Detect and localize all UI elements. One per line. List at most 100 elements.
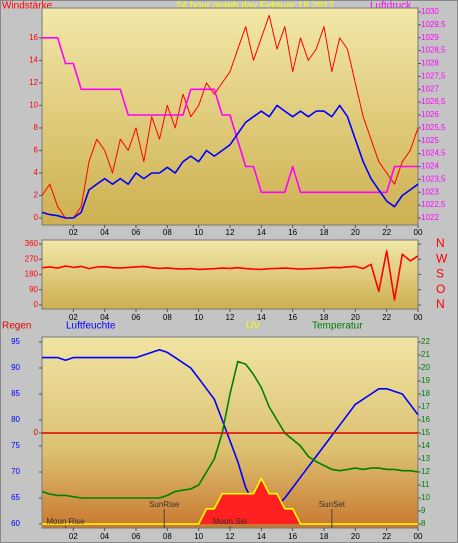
y2-tick-label: 1030: [421, 7, 439, 16]
x-tick-label: 14: [257, 532, 266, 541]
y-tick-label: 0: [34, 213, 39, 222]
y2-tick-label: 12: [421, 467, 430, 476]
y-tick-label: 75: [11, 441, 20, 450]
y-tick-label: 2: [34, 191, 39, 200]
series-line: [41, 104, 419, 219]
y4-tick-label: 0: [34, 428, 39, 437]
x-tick-label: 14: [257, 228, 266, 237]
y2-tick-label: 1027,5: [421, 71, 446, 80]
y-tick-label: 12: [29, 78, 38, 87]
y2-tick-label: 15: [421, 428, 430, 437]
x-tick-label: 06: [132, 228, 141, 237]
y2-tick-label: 1024,5: [421, 149, 446, 158]
y2-tick-label: 21: [421, 350, 430, 359]
y-tick-label: 360: [25, 239, 39, 248]
x-tick-label: 10: [194, 228, 203, 237]
x-tick-label: 08: [163, 228, 172, 237]
series-line: [41, 250, 419, 301]
legend-label: UV: [246, 321, 260, 332]
x-tick-label: 12: [226, 313, 235, 322]
y-tick-label: 6: [34, 146, 39, 155]
plot-area: [41, 239, 419, 310]
y2-tick-label: N: [436, 297, 445, 311]
series-line: [42, 477, 418, 525]
event-label: SunSet: [319, 500, 346, 509]
x-tick-label: 00: [414, 228, 423, 237]
x-tick-label: 08: [163, 532, 172, 541]
y2-tick-label: 8: [421, 519, 426, 528]
y2-tick-label: 1028: [421, 59, 439, 68]
event-label: SunRise: [149, 500, 180, 509]
x-tick-label: 06: [132, 532, 141, 541]
y-tick-label: 95: [11, 337, 20, 346]
y2-tick-label: O: [436, 282, 445, 296]
x-tick-label: 00: [414, 313, 423, 322]
x-tick-label: 04: [100, 313, 109, 322]
x-tick-label: 06: [132, 313, 141, 322]
y2-tick-label: 1024: [421, 162, 439, 171]
x-tick-label: 10: [194, 532, 203, 541]
x-tick-label: 20: [351, 313, 360, 322]
y2-tick-label: S: [436, 267, 444, 281]
y2-tick-label: W: [436, 251, 448, 265]
y2-tick-label: 17: [421, 402, 430, 411]
x-tick-label: 04: [100, 532, 109, 541]
legend-label: Temperatur: [312, 321, 363, 332]
y2-tick-label: 1022: [421, 213, 439, 222]
y2-tick-label: 1029,5: [421, 20, 446, 29]
y2-tick-label: 1023,5: [421, 174, 446, 183]
y-tick-label: 270: [25, 254, 39, 263]
y-tick-label: 80: [11, 415, 20, 424]
x-tick-label: 16: [288, 228, 297, 237]
y2-tick-label: 1028,5: [421, 46, 446, 55]
x-tick-label: 14: [257, 313, 266, 322]
y2-tick-label: 19: [421, 376, 430, 385]
x-tick-label: 08: [163, 313, 172, 322]
y-tick-label: 8: [34, 123, 39, 132]
x-tick-label: 20: [351, 228, 360, 237]
x-tick-label: 02: [69, 313, 78, 322]
y2-tick-label: 1027: [421, 84, 439, 93]
y-tick-label: 85: [11, 389, 20, 398]
y2-tick-label: 1022,5: [421, 200, 446, 209]
y2-tick-label: 1026,5: [421, 97, 446, 106]
series-line: [42, 37, 418, 194]
x-tick-label: 18: [320, 228, 329, 237]
y-tick-label: 60: [11, 519, 20, 528]
x-tick-label: 16: [288, 313, 297, 322]
y2-tick-label: N: [436, 236, 445, 250]
x-tick-label: 12: [226, 228, 235, 237]
y2-tick-label: 20: [421, 363, 430, 372]
y-label: Windstärke: [2, 1, 52, 12]
x-tick-label: 20: [351, 532, 360, 541]
y-tick-label: 14: [29, 56, 38, 65]
y2-tick-label: 14: [421, 441, 430, 450]
y2-tick-label: 11: [421, 480, 430, 489]
y-tick-label: 180: [25, 270, 39, 279]
y-tick-label: 70: [11, 467, 20, 476]
x-tick-label: 02: [69, 532, 78, 541]
event-label: Moon Rise: [46, 517, 85, 526]
x-tick-label: 18: [320, 313, 329, 322]
y-tick-label: 10: [29, 101, 38, 110]
x-tick-label: 16: [288, 532, 297, 541]
x-tick-label: 22: [382, 228, 391, 237]
x-tick-label: 02: [69, 228, 78, 237]
y2-tick-label: 10: [421, 493, 430, 502]
series-line: [41, 360, 419, 499]
y-tick-label: 90: [11, 363, 20, 372]
y-tick-label: 4: [34, 168, 39, 177]
x-tick-label: 22: [382, 313, 391, 322]
y2-tick-label: 13: [421, 454, 430, 463]
legend-label: Luftfeuchte: [66, 321, 116, 332]
x-tick-label: 22: [382, 532, 391, 541]
x-tick-label: 00: [414, 532, 423, 541]
chart-title: 24 hour graph day Februar 18 2017: [176, 1, 334, 12]
y2-tick-label: 9: [421, 506, 426, 515]
series-line: [41, 14, 419, 219]
x-tick-label: 12: [226, 532, 235, 541]
y2-tick-label: 1026: [421, 110, 439, 119]
x-tick-label: 10: [194, 313, 203, 322]
legend-label: Regen: [2, 321, 31, 332]
